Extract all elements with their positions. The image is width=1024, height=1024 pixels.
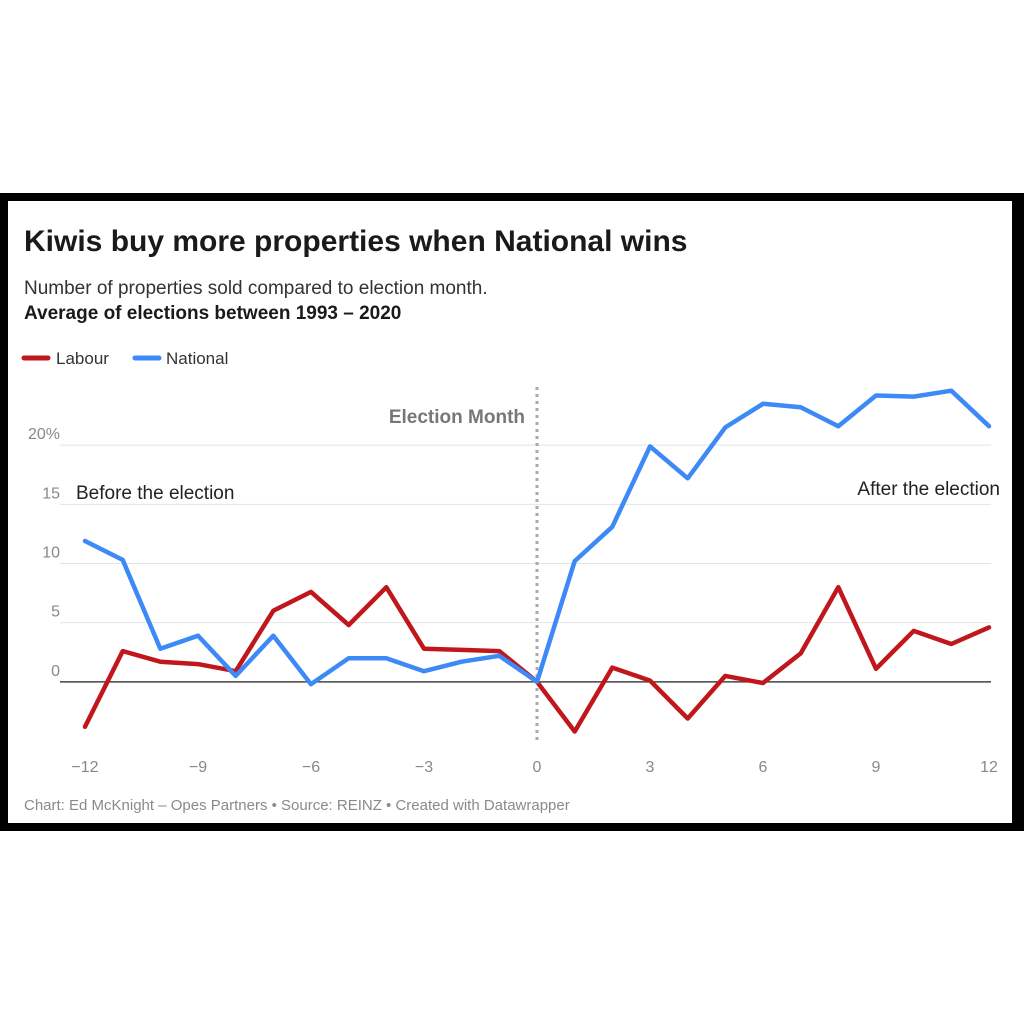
- chart-title: Kiwis buy more properties when National …: [24, 225, 687, 258]
- series-line-national: [82, 388, 992, 687]
- x-tick-label: 3: [646, 759, 655, 776]
- x-tick-label: −9: [189, 759, 207, 776]
- legend-label-national: National: [166, 349, 228, 368]
- chart-panel: Kiwis buy more properties when National …: [8, 201, 1012, 823]
- chart-subtitle: Number of properties sold compared to el…: [24, 278, 488, 299]
- series: [82, 388, 992, 734]
- x-tick-label: −12: [71, 759, 98, 776]
- x-tick-label: 6: [759, 759, 768, 776]
- chart-frame: Kiwis buy more properties when National …: [0, 193, 1024, 831]
- annotation-before-election: Before the election: [76, 483, 234, 504]
- y-tick-label: 0: [51, 663, 60, 680]
- y-tick-label: 5: [51, 604, 60, 621]
- y-tick-label: 15: [42, 485, 60, 502]
- grid: [60, 444, 991, 683]
- y-axis-ticks: 0 5 10 15 20%: [28, 426, 60, 680]
- x-tick-label: 9: [872, 759, 881, 776]
- annotation-election-month: Election Month: [389, 407, 525, 428]
- x-axis-ticks: −12 −9 −6 −3 0 3 6 9 12: [71, 759, 998, 776]
- x-tick-label: 0: [533, 759, 542, 776]
- line-chart: Kiwis buy more properties when National …: [21, 225, 1000, 814]
- legend-label-labour: Labour: [56, 349, 109, 368]
- legend: Labour National: [21, 349, 228, 368]
- x-tick-label: 12: [980, 759, 998, 776]
- y-tick-label: 20%: [28, 426, 60, 443]
- x-tick-label: −6: [302, 759, 320, 776]
- x-tick-label: −3: [415, 759, 433, 776]
- annotation-after-election: After the election: [857, 479, 1000, 500]
- y-tick-label: 10: [42, 545, 60, 562]
- chart-subtitle-bold: Average of elections between 1993 – 2020: [24, 303, 401, 324]
- chart-footer: Chart: Ed McKnight – Opes Partners • Sou…: [24, 797, 570, 814]
